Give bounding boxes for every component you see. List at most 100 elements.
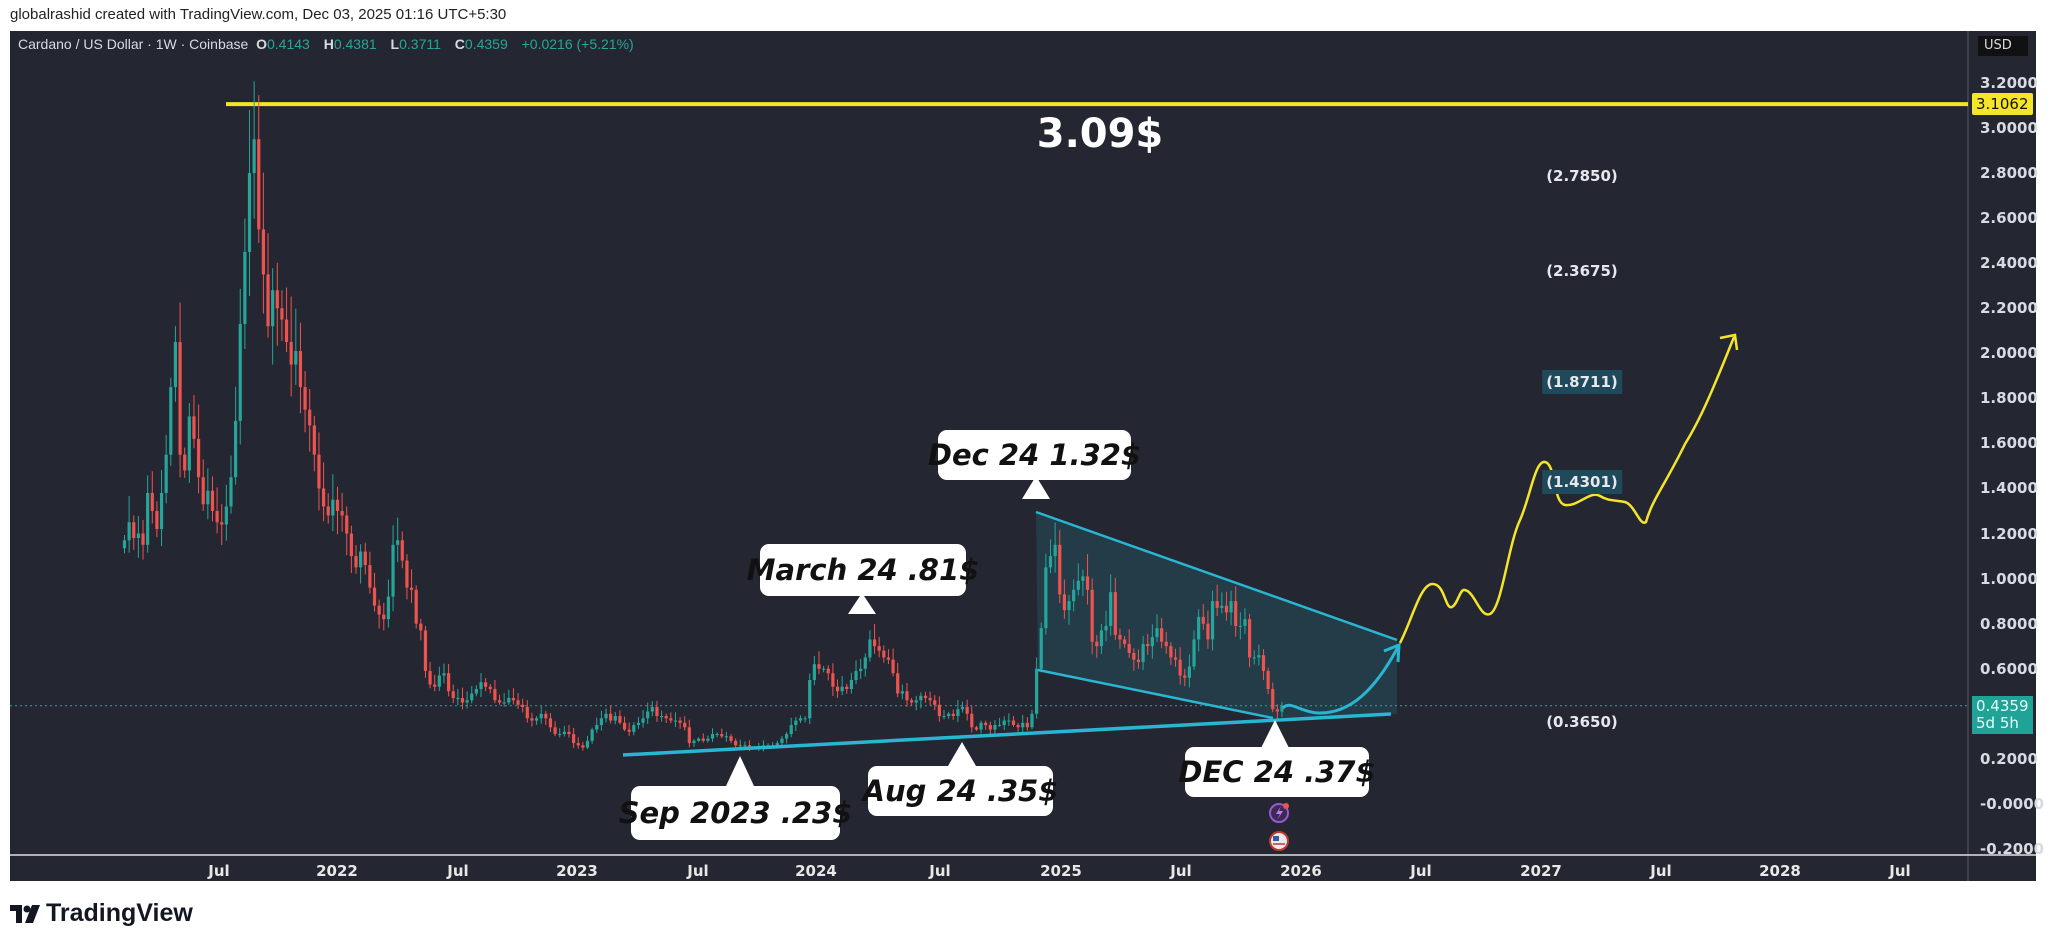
candle-body <box>595 725 599 730</box>
change-value: +0.0216 (+5.21%) <box>521 36 634 52</box>
candle-body <box>377 605 381 615</box>
candle-body <box>937 704 941 717</box>
candle-body <box>479 682 483 689</box>
candle-body <box>173 342 178 388</box>
candle-body <box>1118 634 1122 640</box>
candle-body <box>720 734 724 737</box>
candle-body <box>872 639 877 647</box>
candle-body <box>132 522 136 539</box>
candle-body <box>683 722 687 728</box>
candle-body <box>1067 601 1071 611</box>
candle-body <box>321 488 326 507</box>
candle-body <box>261 229 265 275</box>
candle-body <box>456 698 460 700</box>
candle-body <box>942 716 946 718</box>
candle-body <box>1007 720 1011 722</box>
candle-body <box>1099 630 1104 647</box>
candle-body <box>891 659 895 674</box>
fib-level-label: (2.3675) <box>1546 261 1618 280</box>
candle-body <box>988 725 992 730</box>
candle-body <box>1197 616 1201 640</box>
candle-body <box>238 324 242 421</box>
candle-body <box>923 695 928 699</box>
candle-body <box>1048 556 1053 568</box>
rebound-arrowhead <box>1383 642 1401 663</box>
currency-selector[interactable]: USD <box>1978 36 2028 56</box>
candle-body <box>359 551 363 568</box>
candle-body <box>335 499 340 512</box>
candle-body <box>1058 544 1062 595</box>
callout-dec24-high: Dec 24 1.32$ <box>928 430 1141 480</box>
close-label: C <box>454 36 465 52</box>
time-tick: 2022 <box>316 862 358 880</box>
candle-body <box>405 560 409 588</box>
candle-body <box>803 718 807 720</box>
candle-body <box>192 416 196 439</box>
candle-body <box>372 587 377 606</box>
tradingview-logo[interactable]: TradingView <box>10 899 193 928</box>
candle-body <box>1085 576 1090 590</box>
candle-body <box>502 702 506 704</box>
candle-body <box>146 492 150 545</box>
chart-credit: globalrashid created with TradingView.co… <box>10 6 507 23</box>
candle-body <box>419 623 423 631</box>
candle-body <box>354 556 358 568</box>
high-label: H <box>323 36 334 52</box>
wedge-upper-line <box>1035 510 1398 642</box>
candle-body <box>1275 709 1279 712</box>
candle-body <box>984 722 988 726</box>
candle-body <box>687 727 691 744</box>
callout-pointer <box>1261 720 1289 748</box>
candle-body <box>729 736 733 741</box>
price-tick: 1.6000 <box>1980 434 2038 453</box>
candle-body <box>1215 601 1219 608</box>
candle-body <box>956 709 960 717</box>
candle-body <box>655 707 659 717</box>
candle-body <box>701 738 705 741</box>
candle-body <box>474 688 478 694</box>
candle-body <box>521 704 525 708</box>
candle-body <box>196 438 201 478</box>
price-tick: 1.2000 <box>1980 524 2038 543</box>
candle-body <box>812 664 816 680</box>
price-tick: 2.2000 <box>1980 299 2038 318</box>
candle-body <box>650 707 654 712</box>
candle-body <box>724 736 728 738</box>
candle-body <box>581 745 585 748</box>
candle-body <box>1257 655 1261 658</box>
candle-body <box>442 673 446 676</box>
candle-body <box>845 686 849 689</box>
time-tick: Jul <box>1170 862 1192 880</box>
candle-body <box>659 716 664 718</box>
candle-body <box>539 713 543 719</box>
candle-body <box>1016 725 1020 728</box>
candle-body <box>409 587 414 590</box>
candle-body <box>317 454 321 489</box>
candle-body <box>831 673 835 687</box>
candle-body <box>1220 605 1224 608</box>
candle-body <box>886 657 891 660</box>
candle-body <box>382 614 386 620</box>
candle-body <box>243 251 247 325</box>
candle-body <box>993 725 997 730</box>
candle-body <box>136 533 140 539</box>
candle-body <box>1224 605 1229 613</box>
candle-body <box>914 700 918 703</box>
candle-body <box>743 745 747 747</box>
tradingview-brand: TradingView <box>46 899 193 927</box>
candle-body <box>257 139 261 230</box>
candle-body <box>326 506 330 516</box>
candle-body <box>859 668 863 671</box>
candle-body <box>349 533 353 557</box>
candle-body <box>284 319 289 343</box>
candle-body <box>1169 646 1173 658</box>
candle-body <box>122 540 127 549</box>
candle-body <box>965 707 969 714</box>
price-tick: 2.6000 <box>1980 209 2038 228</box>
candle-body <box>308 409 312 426</box>
candle-body <box>155 511 159 530</box>
candle-body <box>738 745 742 747</box>
candle-body <box>1238 625 1242 627</box>
candle-body <box>470 693 474 701</box>
